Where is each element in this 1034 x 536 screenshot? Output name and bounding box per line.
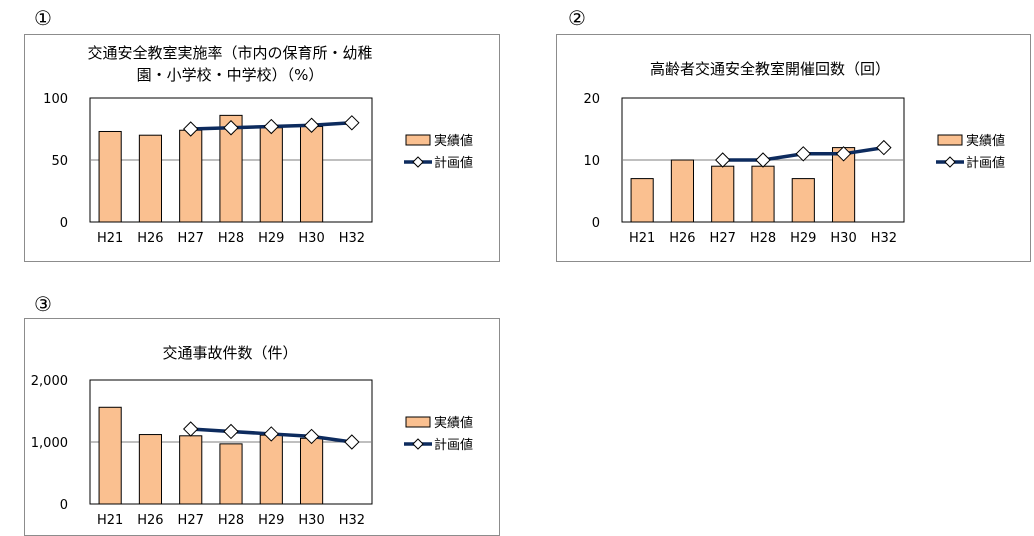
point-plan [876, 139, 892, 156]
y-tick-label: 2,000 [31, 374, 68, 389]
point-plan [755, 152, 771, 168]
bar-actual [179, 435, 203, 505]
y-tick-label: 0 [592, 216, 600, 231]
bar-actual [219, 443, 243, 505]
x-tick-label: H30 [830, 231, 856, 246]
point-plan [303, 117, 320, 133]
x-tick-label: H32 [871, 231, 897, 246]
legend-swatch-actual [405, 416, 431, 428]
legend-label-plan: 計画値 [434, 437, 473, 453]
legend-label-actual: 実績値 [434, 133, 473, 149]
y-tick-label: 0 [60, 498, 68, 513]
legend-swatch-plan-marker [944, 156, 956, 168]
chart-title-1: 交通安全教室実施率（市内の保育所・幼稚 園・小学校・中学校）（%） [87, 44, 373, 84]
y-tick-label: 50 [51, 154, 68, 169]
chart-title-3: 交通事故件数（件） [162, 344, 298, 362]
x-tick-label: H32 [339, 513, 365, 528]
x-tick-label: H27 [178, 513, 204, 528]
y-tick-label: 0 [60, 216, 68, 231]
bar-actual [98, 130, 122, 223]
point-plan [223, 120, 239, 136]
legend-label-plan: 計画値 [966, 155, 1005, 171]
legend-swatch-plan-marker [412, 156, 424, 168]
x-tick-label: H26 [137, 231, 163, 246]
x-tick-label: H30 [298, 231, 324, 246]
point-plan [263, 426, 279, 442]
bar-actual [670, 159, 695, 223]
bar-actual [791, 178, 815, 223]
bar-actual [259, 434, 283, 505]
y-tick-label: 1,000 [31, 436, 68, 451]
x-tick-label: H21 [97, 231, 123, 246]
x-tick-label: H28 [218, 513, 244, 528]
bar-actual [138, 434, 163, 505]
point-plan [835, 146, 852, 162]
x-tick-label: H26 [137, 513, 163, 528]
legend-swatch-actual [405, 134, 431, 146]
point-plan [263, 118, 279, 135]
legend-label-actual: 実績値 [966, 133, 1005, 149]
point-plan [183, 121, 199, 137]
y-tick-label: 100 [43, 92, 68, 107]
point-plan [223, 423, 239, 440]
y-tick-label: 20 [583, 92, 600, 107]
legend-label-plan: 計画値 [434, 155, 473, 171]
point-plan [344, 434, 360, 450]
point-plan [344, 115, 360, 131]
x-tick-label: H27 [710, 231, 736, 246]
bar-actual [219, 114, 243, 223]
panel-number-3: ③ [34, 292, 52, 316]
point-plan [795, 146, 811, 162]
x-tick-label: H29 [258, 231, 284, 246]
point-plan [715, 152, 731, 168]
x-tick-label: H28 [750, 231, 776, 246]
x-tick-label: H21 [629, 231, 655, 246]
bar-actual [138, 134, 163, 223]
legend-label-actual: 実績値 [434, 415, 473, 431]
x-tick-label: H32 [339, 231, 365, 246]
point-plan [183, 421, 199, 437]
x-tick-label: H27 [178, 231, 204, 246]
chart-title-2: 高齢者交通安全教室開催回数（回） [649, 60, 890, 78]
y-tick-label: 10 [583, 154, 600, 169]
legend-swatch-actual [937, 134, 963, 146]
x-tick-label: H30 [298, 513, 324, 528]
panel-number-1: ① [34, 6, 52, 30]
panel-number-2: ② [568, 6, 586, 30]
bar-actual [98, 406, 122, 505]
x-tick-label: H28 [218, 231, 244, 246]
bar-actual [630, 178, 654, 223]
x-tick-label: H21 [97, 513, 123, 528]
point-plan [303, 428, 320, 445]
x-tick-label: H29 [790, 231, 816, 246]
x-tick-label: H29 [258, 513, 284, 528]
legend-swatch-plan-marker [412, 438, 424, 450]
bar-actual [299, 437, 324, 505]
x-tick-label: H26 [669, 231, 695, 246]
chart-frame-2 [556, 34, 1031, 262]
